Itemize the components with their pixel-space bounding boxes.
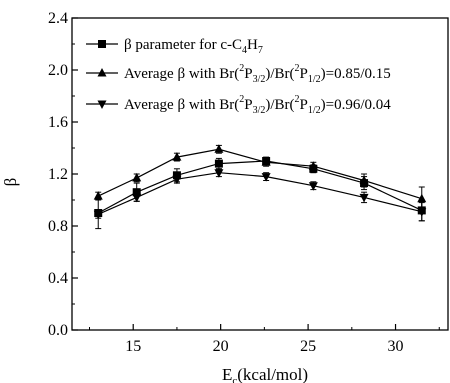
- data-point: [261, 173, 271, 182]
- data-point: [93, 210, 103, 220]
- legend-script: 1/2: [308, 74, 321, 85]
- data-point: [359, 193, 369, 203]
- y-tick-label: 0.4: [48, 270, 68, 287]
- series-1: [94, 156, 426, 230]
- legend-script: 2: [239, 63, 244, 74]
- data-point: [417, 193, 427, 203]
- x-tick-label: 20: [213, 338, 229, 355]
- series-3-line: [97, 172, 422, 215]
- y-tick-label: 2.4: [48, 10, 68, 27]
- data-point: [93, 191, 103, 200]
- x-axis-label-unit: (kcal/mol): [237, 365, 308, 383]
- legend-item-1: β parameter for c-C4H7: [86, 37, 263, 56]
- x-axis-label-subscript: c: [232, 375, 237, 383]
- data-point: [132, 193, 142, 203]
- legend-item-3: Average β with Br(2P3/2)/Br(2P1/2)=0.96/…: [86, 94, 391, 116]
- x-tick-label: 30: [388, 338, 404, 355]
- legend-item-2: Average β with Br(2P3/2)/Br(2P1/2)=0.85/…: [86, 63, 391, 85]
- data-point: [261, 157, 271, 166]
- data-point: [214, 144, 224, 153]
- legend-script: 2: [239, 94, 244, 105]
- data-point: [214, 159, 223, 168]
- legend-script: 2: [295, 94, 300, 105]
- data-point: [359, 175, 369, 184]
- legend-text-part: β parameter for c-C: [124, 37, 242, 53]
- legend-label: Average β with Br(2P3/2)/Br(2P1/2)=0.85/…: [124, 63, 391, 85]
- data-point: [308, 161, 318, 170]
- x-axis-label: Ec(kcal/mol): [222, 365, 308, 383]
- legend-text-part: P: [244, 66, 252, 82]
- series-2: [93, 144, 427, 211]
- series-1-line: [97, 160, 423, 214]
- x-tick-label: 25: [300, 338, 316, 355]
- plot-area-frame: [71, 17, 449, 331]
- legend-text-part: P: [300, 66, 308, 82]
- data-point: [132, 188, 141, 197]
- x-axis: 15 20 25 30: [88, 324, 440, 355]
- data-point: [214, 169, 224, 178]
- data-point: [172, 175, 182, 185]
- legend-label: Average β with Br(2P3/2)/Br(2P1/2)=0.96/…: [124, 94, 391, 116]
- legend-label: β parameter for c-C4H7: [124, 37, 263, 56]
- x-tick-label: 15: [125, 338, 141, 355]
- legend-text-part: )=0.96/0.04: [321, 97, 392, 113]
- legend-subscript: 7: [258, 45, 263, 56]
- data-point: [417, 208, 427, 217]
- y-tick-label: 0.8: [48, 218, 68, 235]
- y-tick-label: 1.2: [48, 166, 68, 183]
- legend-script: 2: [295, 63, 300, 74]
- legend-text-part: H: [247, 37, 258, 53]
- legend-text-part: P: [300, 97, 308, 113]
- legend-marker: [97, 100, 107, 109]
- data-point: [132, 172, 142, 182]
- series-layer: [93, 144, 427, 230]
- legend-text-part: P: [244, 97, 252, 113]
- legend-text-part: Average β with Br(: [124, 66, 239, 82]
- legend-text-part: )/Br(: [265, 97, 294, 113]
- data-point: [308, 182, 318, 191]
- legend-marker: [97, 68, 107, 77]
- legend-script: 1/2: [308, 105, 321, 116]
- legend-script: 3/2: [253, 74, 266, 85]
- x-axis-label-main: E: [222, 365, 232, 383]
- legend: β parameter for c-C4H7 Average β with Br(…: [86, 37, 391, 116]
- y-tick-label: 1.6: [48, 114, 68, 131]
- legend-script: 3/2: [253, 105, 266, 116]
- y-axis: 0.0 0.4 0.8 1.2 1.6 2.0 2.4: [48, 10, 78, 339]
- series-3: [93, 168, 427, 222]
- legend-text-part: )=0.85/0.15: [321, 66, 391, 82]
- y-tick-label: 0.0: [48, 322, 68, 339]
- y-tick-label: 2.0: [48, 62, 68, 79]
- legend-subscript: 4: [242, 45, 247, 56]
- legend-text-part: Average β with Br(: [124, 97, 239, 113]
- legend-marker: [98, 40, 106, 48]
- legend-text-part: )/Br(: [265, 66, 294, 82]
- y-axis-label: β: [1, 178, 20, 187]
- data-point: [172, 152, 182, 161]
- series-2-line: [97, 148, 422, 200]
